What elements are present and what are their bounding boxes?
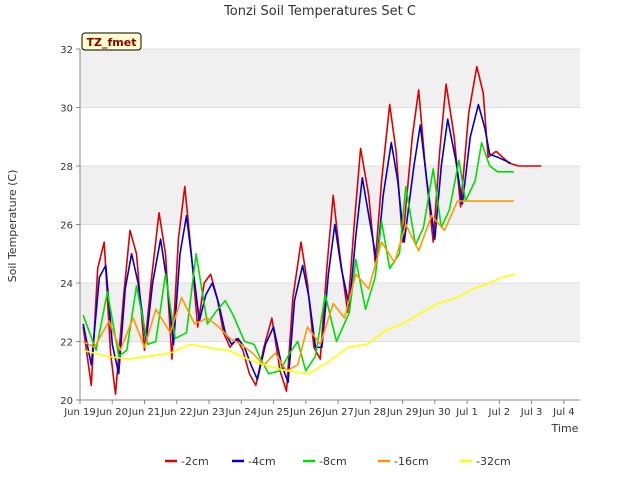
x-tick-label: Jun 28	[354, 407, 387, 418]
x-tick-label: Jun 24	[225, 407, 258, 418]
chart-title: Tonzi Soil Temperatures Set C	[223, 4, 416, 19]
series-line--4cm	[82, 103, 511, 384]
grid-band	[80, 49, 580, 108]
legend-label: -4cm	[248, 455, 276, 468]
series-line--32cm	[83, 273, 516, 375]
legend-label: -16cm	[394, 455, 429, 468]
x-tick-label: Jul 3	[520, 407, 543, 418]
y-tick-label: 30	[60, 104, 73, 115]
y-tick-label: 26	[60, 221, 73, 232]
x-tick-label: Jun 21	[128, 407, 161, 418]
y-axis-label: Soil Temperature (C)	[6, 170, 19, 283]
y-tick-label: 28	[60, 162, 73, 173]
x-tick-label: Jul 4	[552, 407, 575, 418]
grid-band	[80, 166, 580, 225]
legend-label: -8cm	[319, 455, 347, 468]
annotation-box	[81, 32, 142, 51]
x-tick-label: Jun 30	[418, 407, 451, 418]
x-tick-label: Jun 23	[192, 407, 225, 418]
y-tick-label: 20	[60, 396, 73, 407]
y-tick-label: 22	[60, 338, 73, 349]
x-tick-label: Jun 29	[386, 407, 419, 418]
legend-label: -32cm	[476, 455, 511, 468]
x-tick-label: Jun 27	[321, 407, 354, 418]
x-axis-label: Time	[551, 422, 579, 435]
legend-label: -2cm	[181, 455, 209, 468]
y-tick-label: 32	[60, 45, 73, 56]
x-tick-label: Jun 25	[257, 407, 290, 418]
series-line--8cm	[82, 141, 514, 375]
site-annotation: TZ_fmet	[81, 32, 142, 51]
series-lines	[82, 65, 542, 395]
legend: -2cm -4cm -8cm -16cm -32cm	[165, 455, 511, 468]
x-tick-label: Jul 1	[455, 407, 478, 418]
x-tick-label: Jun 22	[160, 407, 193, 418]
annotation-label: TZ_fmet	[87, 36, 137, 49]
x-tick-label: Jun 20	[95, 407, 128, 418]
x-tick-label: Jun 19	[63, 407, 96, 418]
x-tick-label: Jun 26	[289, 407, 322, 418]
x-tick-label: Jul 2	[488, 407, 511, 418]
series-line--16cm	[82, 200, 514, 372]
y-tick-label: 24	[60, 279, 73, 290]
